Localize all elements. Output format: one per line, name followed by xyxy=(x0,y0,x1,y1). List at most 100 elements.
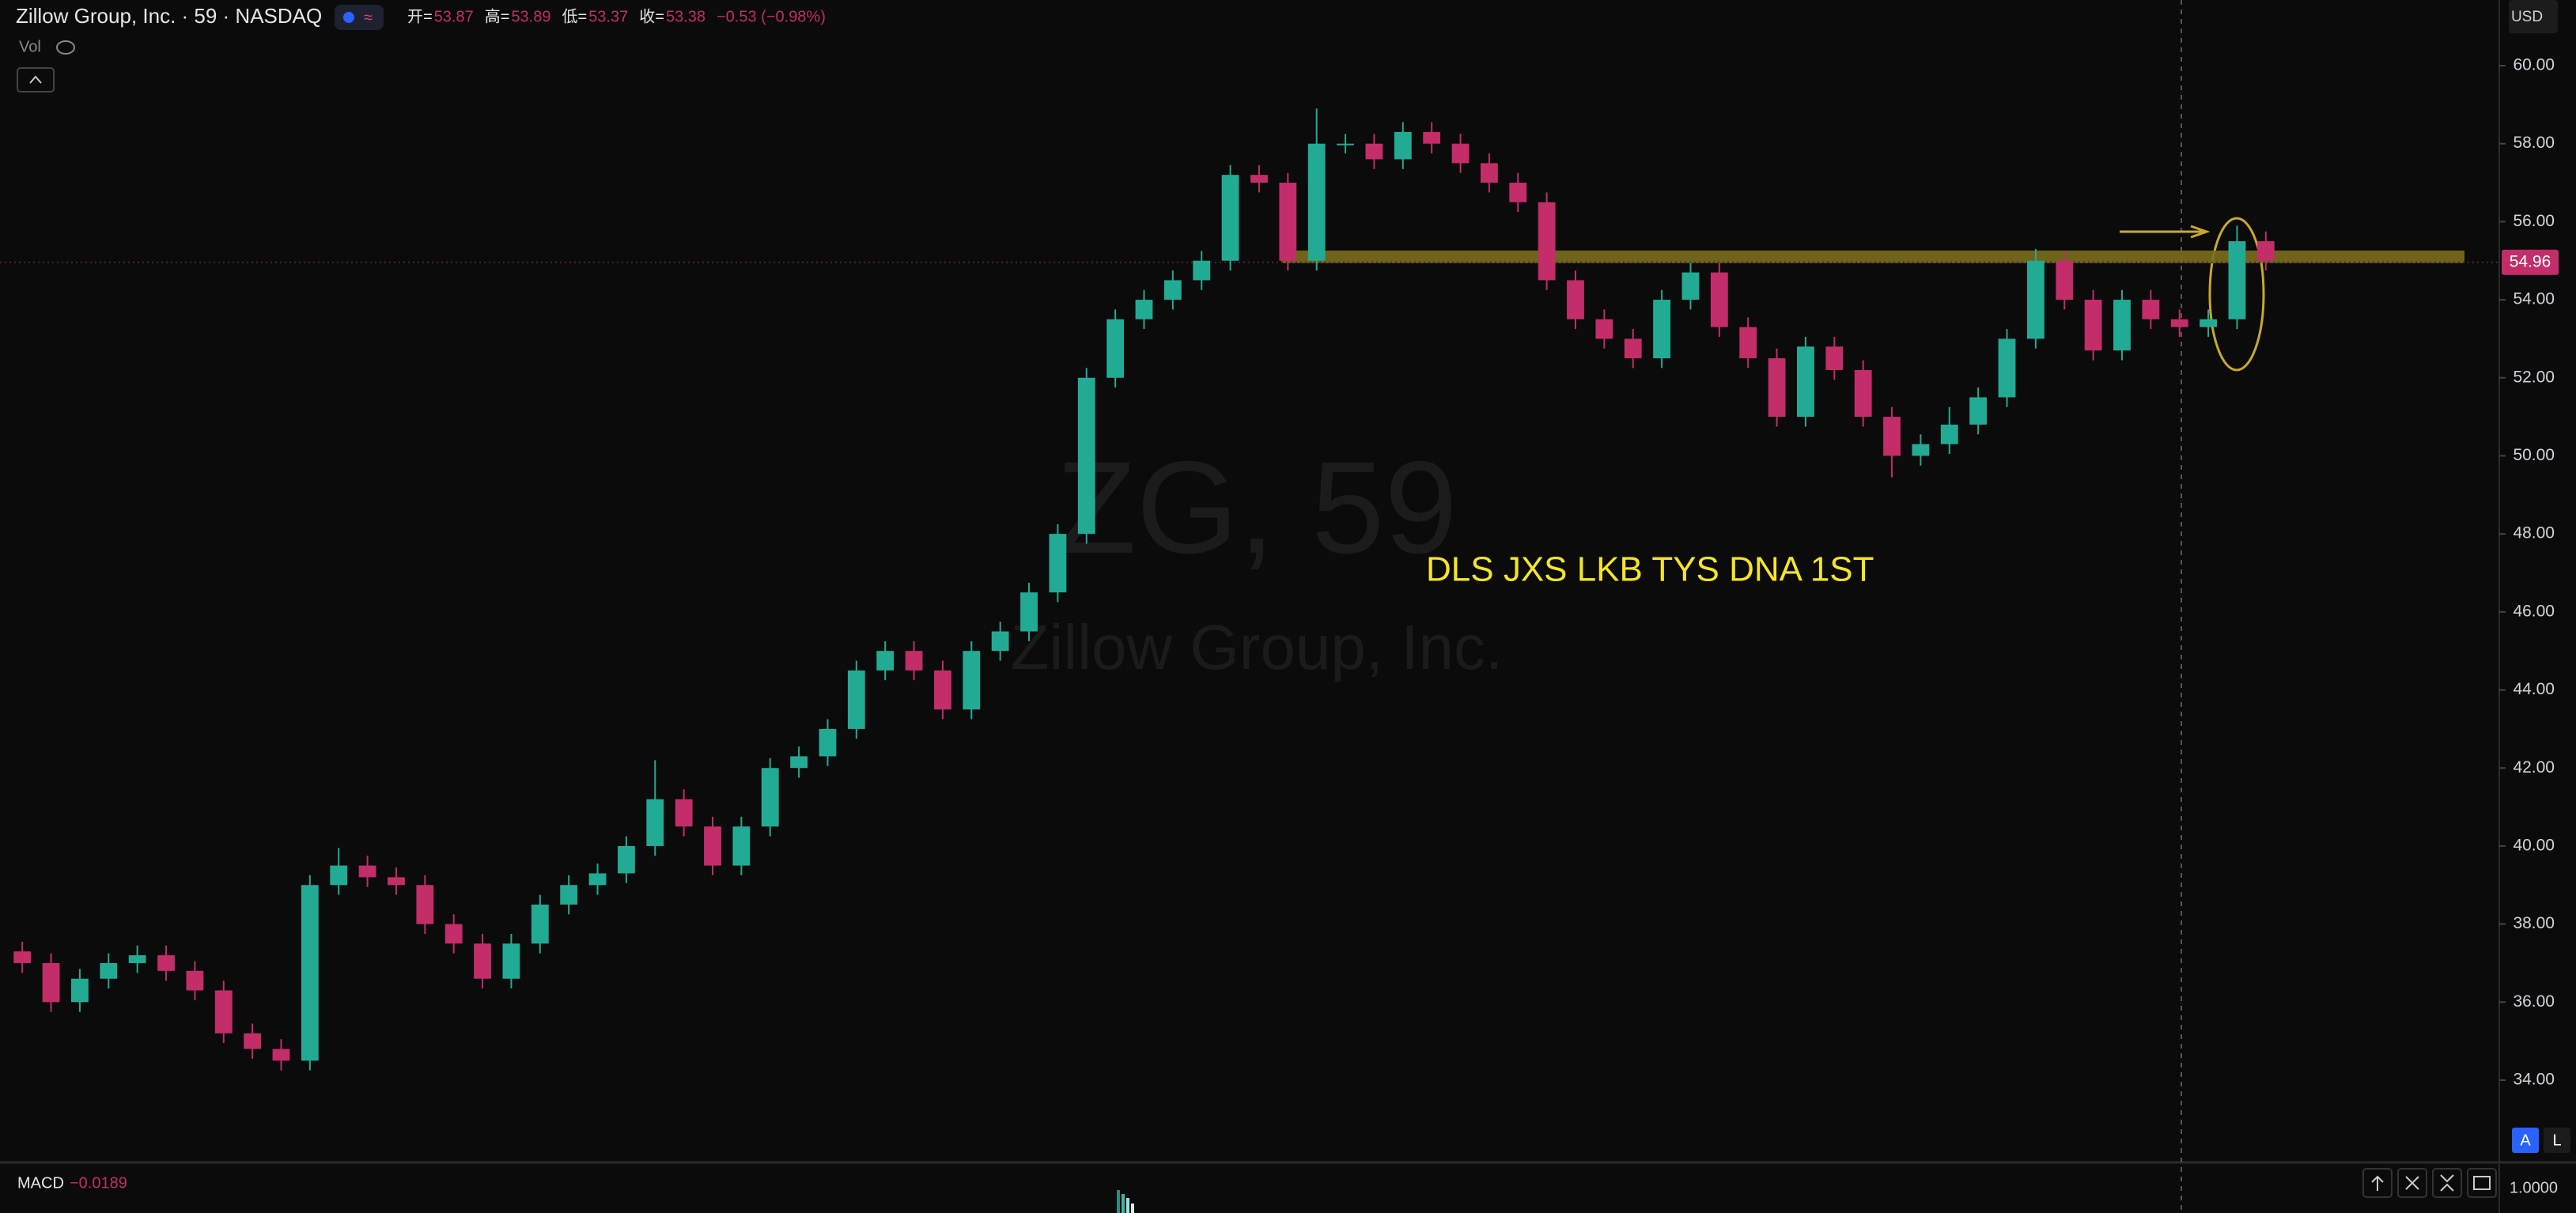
candle-body xyxy=(1538,202,1556,281)
macd-bar xyxy=(1122,1194,1125,1213)
candle-body xyxy=(416,885,434,924)
quote-value: 53.89 xyxy=(511,8,550,25)
macd-scale: 1.0000 xyxy=(2510,1179,2558,1196)
candle-body xyxy=(1739,327,1757,359)
candle-body xyxy=(2113,300,2131,351)
arrow xyxy=(2120,225,2211,239)
candle-body xyxy=(1049,534,1067,593)
candle-body xyxy=(1394,131,1412,160)
y-tick-label: 60.00 xyxy=(2513,56,2555,74)
candle-body xyxy=(1509,183,1527,202)
quote-value: 53.37 xyxy=(588,8,628,25)
candle-body xyxy=(1624,338,1642,359)
y-tick-label: 58.00 xyxy=(2513,134,2555,152)
candle-body xyxy=(1912,444,1930,456)
move-up-icon xyxy=(2371,1175,2384,1191)
macd-histogram xyxy=(1117,1190,1134,1213)
candle-body xyxy=(1969,397,1988,425)
candle-body xyxy=(2142,300,2160,319)
candle-body xyxy=(761,768,779,827)
last-price-box xyxy=(2502,249,2559,275)
candle-body xyxy=(876,651,895,671)
y-tick-label: 36.00 xyxy=(2513,992,2555,1011)
candle-body xyxy=(128,955,146,963)
collapse-pane-button[interactable] xyxy=(2432,1168,2462,1198)
candle-body xyxy=(1279,183,1297,261)
candle-body xyxy=(1135,300,1153,319)
candle-body xyxy=(1221,175,1239,261)
candle-body xyxy=(1797,346,1814,418)
maximize-icon xyxy=(2473,1176,2491,1190)
candle-body xyxy=(1825,346,1844,370)
candle-body xyxy=(42,962,60,1003)
y-tick-label: 42.00 xyxy=(2513,758,2555,777)
macd-value: −0.0189 xyxy=(70,1174,127,1192)
move-up-button[interactable] xyxy=(2362,1168,2393,1198)
y-tick-label: 46.00 xyxy=(2513,602,2555,620)
maximize-button[interactable] xyxy=(2467,1168,2497,1198)
quote-label: 收= xyxy=(639,7,664,25)
chart-title: Zillow Group, Inc. · 59 · NASDAQ xyxy=(16,4,322,28)
collapse-icon xyxy=(29,75,42,84)
candle-body xyxy=(502,943,520,979)
macd-bar xyxy=(1126,1198,1129,1213)
candle-body xyxy=(1940,424,1958,444)
scale-button[interactable] xyxy=(2512,1128,2539,1153)
collapse-pane-icon xyxy=(2440,1174,2454,1192)
scale-button[interactable] xyxy=(2544,1128,2570,1153)
candle-body xyxy=(444,924,463,944)
candle-body xyxy=(1480,163,1498,183)
candle-body xyxy=(244,1033,262,1049)
currency-button[interactable] xyxy=(2509,0,2558,33)
annotation: DLS JXS LKB TYS DNA 1ST xyxy=(1426,550,1874,589)
status-badge[interactable] xyxy=(335,5,384,30)
close-button[interactable] xyxy=(2397,1168,2427,1198)
candle-body xyxy=(1681,272,1700,300)
macd-bar xyxy=(1117,1190,1120,1213)
candle-body xyxy=(1307,143,1326,261)
candle-body xyxy=(388,877,405,886)
quote-label: 开= xyxy=(407,8,433,25)
watermark-name: Zillow Group, Inc. xyxy=(1011,612,1503,682)
y-tick-label: 50.00 xyxy=(2513,446,2555,464)
candle-body xyxy=(1710,272,1728,327)
candle-body xyxy=(2026,260,2045,339)
collapse-button[interactable] xyxy=(17,67,55,93)
candle-body xyxy=(330,865,348,886)
candle-body xyxy=(1653,300,1671,359)
y-tick-label: 54.00 xyxy=(2513,290,2555,308)
candle-body xyxy=(1595,319,1613,339)
macd-bar xyxy=(1131,1204,1134,1213)
scale-button-label: A xyxy=(2520,1132,2531,1149)
quote-value: 53.38 xyxy=(666,8,705,25)
candle-body xyxy=(1768,358,1786,418)
hide-icon[interactable] xyxy=(56,40,75,55)
y-tick-label: 48.00 xyxy=(2513,524,2555,542)
candle-body xyxy=(1106,319,1125,378)
y-tick-label: 34.00 xyxy=(2513,1071,2555,1089)
last-price-label: 54.96 xyxy=(2510,252,2551,270)
candle-body xyxy=(2200,319,2217,327)
candle-body xyxy=(2170,319,2188,327)
candle-body xyxy=(301,885,319,1061)
candle-body xyxy=(1163,280,1182,300)
candle-body xyxy=(71,978,89,1003)
volume-label: Vol xyxy=(19,38,41,55)
candle-body xyxy=(991,631,1009,652)
candle-body xyxy=(588,873,607,886)
candle-body xyxy=(2256,241,2275,261)
candle-body xyxy=(100,962,118,979)
status-icon: ≈ xyxy=(364,9,373,26)
quote-label: 高= xyxy=(485,7,510,25)
candle-body xyxy=(1077,377,1095,535)
watermark-symbol: ZG, 59 xyxy=(1056,435,1457,581)
quote-change: −0.53 (−0.98%) xyxy=(717,8,826,25)
status-icon xyxy=(343,12,354,23)
candle-body xyxy=(2228,241,2246,319)
candle-body xyxy=(474,943,491,979)
candle-body xyxy=(1250,175,1268,183)
candle-body xyxy=(1365,143,1383,160)
candle-body xyxy=(704,826,721,866)
quote-value: 53.87 xyxy=(434,8,474,25)
candle-body xyxy=(531,904,549,944)
